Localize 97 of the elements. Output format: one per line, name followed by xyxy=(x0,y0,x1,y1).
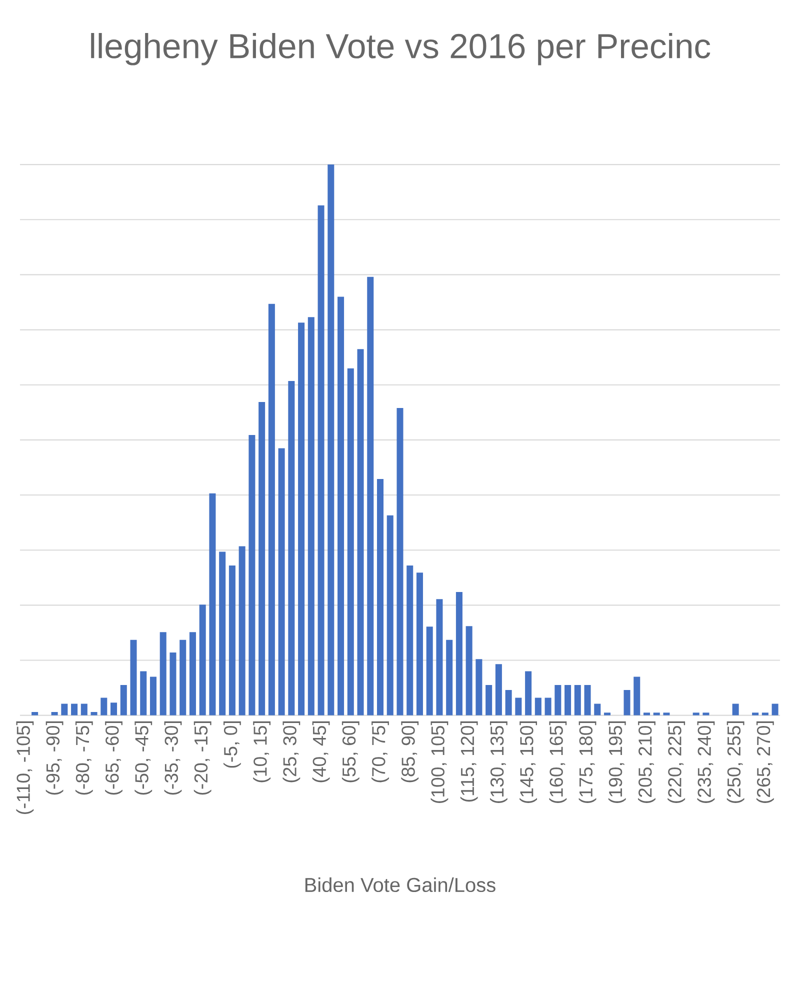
x-tick-label: (-65, -60] xyxy=(105,721,122,795)
bar xyxy=(653,712,660,716)
x-tick-label: (160, 165] xyxy=(549,721,567,803)
bar xyxy=(624,690,630,716)
bar xyxy=(278,448,285,716)
bar xyxy=(692,712,700,716)
bar xyxy=(130,640,137,716)
x-tick-label: (130, 135] xyxy=(490,721,508,803)
bar xyxy=(71,704,78,716)
bar xyxy=(209,493,216,716)
x-tick-label: (-110, -105] xyxy=(16,721,34,814)
x-tick-label: (-35, -30] xyxy=(164,721,182,795)
x-tick-label: (175, 180] xyxy=(578,721,596,803)
bar xyxy=(446,640,453,716)
bar xyxy=(534,698,542,716)
x-tick-label: (-95, -90] xyxy=(46,721,64,795)
bar xyxy=(495,664,502,716)
bar xyxy=(100,698,108,716)
bar xyxy=(762,712,768,716)
bar xyxy=(436,599,443,716)
bar xyxy=(367,276,374,716)
bar xyxy=(288,381,295,716)
bar xyxy=(189,632,196,716)
chart-title: llegheny Biden Vote vs 2016 per Precinc xyxy=(91,32,710,66)
bar xyxy=(772,704,778,716)
bar xyxy=(338,296,344,716)
x-tick-label: (235, 240] xyxy=(697,721,715,803)
bar xyxy=(486,685,492,716)
bar xyxy=(574,685,581,716)
bar xyxy=(308,317,314,716)
x-tick-label: (55, 60] xyxy=(342,721,360,782)
bar xyxy=(61,704,68,716)
x-tick-label: (220, 225] xyxy=(668,721,686,803)
x-tick-label: (190, 195] xyxy=(608,721,626,803)
x-tick-label: (115, 120] xyxy=(460,721,478,802)
bar xyxy=(347,368,354,716)
bar xyxy=(594,704,601,716)
x-tick-label: (145, 150] xyxy=(520,721,537,803)
x-axis-title: Biden Vote Gain/Loss xyxy=(305,877,496,892)
bar xyxy=(702,712,710,716)
bar xyxy=(248,434,256,716)
bar xyxy=(476,659,482,716)
bar xyxy=(386,515,394,716)
bar xyxy=(170,652,176,716)
bar xyxy=(268,304,275,716)
bar xyxy=(604,712,611,716)
bar xyxy=(396,408,404,716)
bar xyxy=(298,322,305,716)
bar xyxy=(525,671,532,716)
bar xyxy=(199,604,206,716)
bar xyxy=(416,572,423,716)
bar xyxy=(318,205,324,716)
bar xyxy=(160,632,166,716)
x-tick-label: (-20, -15] xyxy=(194,721,212,795)
x-tick-label: (265, 270] xyxy=(756,721,774,803)
bar xyxy=(456,592,462,716)
bar xyxy=(180,640,186,716)
x-tick-label: (25, 30] xyxy=(282,721,300,782)
bar xyxy=(51,712,58,716)
x-tick-label: (70, 75] xyxy=(372,721,389,782)
bar xyxy=(228,566,236,716)
bar xyxy=(466,626,472,716)
bar xyxy=(505,690,512,716)
bar xyxy=(219,552,226,716)
x-tick-label: (40, 45] xyxy=(312,721,330,782)
bar xyxy=(150,676,156,716)
bar xyxy=(554,685,562,716)
bar xyxy=(357,349,364,716)
bar xyxy=(32,712,38,716)
x-tick-label: (-50, -45] xyxy=(134,721,152,795)
bar xyxy=(732,704,739,716)
bar xyxy=(752,712,759,716)
bar xyxy=(663,712,670,716)
x-tick-label: (205, 210] xyxy=(638,721,656,803)
bar xyxy=(544,698,552,716)
bar xyxy=(90,712,98,716)
bar xyxy=(564,685,572,716)
x-tick-label: (100, 105] xyxy=(430,721,448,803)
x-tick-label: (-5, 0] xyxy=(224,721,241,768)
bar xyxy=(258,402,266,716)
bar xyxy=(328,164,334,716)
bar xyxy=(426,626,433,716)
bar xyxy=(515,698,522,716)
x-tick-label: (85, 90] xyxy=(401,721,419,782)
x-tick-label: (-80, -75] xyxy=(75,721,93,795)
x-tick-label: (10, 15] xyxy=(253,721,271,782)
bar xyxy=(110,702,118,716)
bar xyxy=(643,712,650,716)
bar xyxy=(634,676,640,716)
bar xyxy=(120,685,127,716)
bar xyxy=(80,704,88,716)
bar xyxy=(376,479,384,716)
x-tick-label: (250, 255] xyxy=(726,721,744,803)
bar xyxy=(406,566,414,716)
bar xyxy=(238,546,246,716)
bar xyxy=(140,671,147,716)
bar xyxy=(584,685,591,716)
